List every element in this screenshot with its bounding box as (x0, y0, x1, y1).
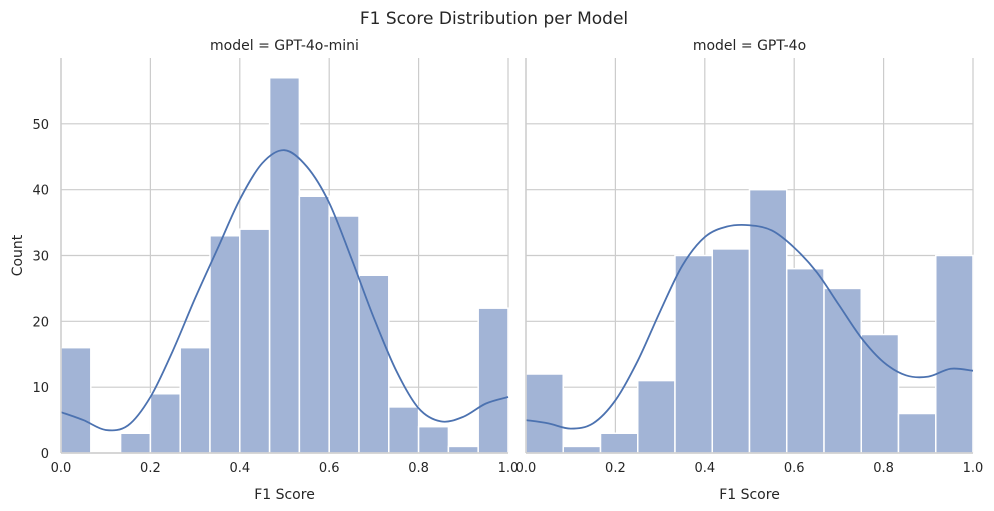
y-tick-label: 50 (32, 118, 49, 133)
histogram-bar (268, 77, 301, 454)
y-tick-label: 20 (32, 315, 49, 330)
histogram-bar (637, 379, 676, 454)
x-tick-label: 1.0 (963, 461, 984, 476)
histogram-bar (209, 235, 241, 454)
y-tick-label: 10 (32, 381, 49, 396)
x-tick-label: 0.8 (408, 461, 429, 476)
histogram-bar (823, 287, 862, 454)
histogram-bar (674, 254, 714, 454)
facet-title: model = GPT-4o-mini (210, 38, 359, 54)
histogram-bar (119, 432, 152, 454)
histogram-bar (298, 195, 330, 454)
y-tick-label: 0 (41, 447, 49, 462)
histogram-bar (239, 228, 271, 454)
x-tick-label: 0.8 (873, 461, 894, 476)
histogram-bar (562, 445, 602, 454)
x-axis-label: F1 Score (254, 487, 315, 503)
histogram-bar (711, 248, 751, 454)
x-axis-label: F1 Score (719, 487, 780, 503)
histogram-bar (477, 307, 509, 454)
y-axis-label: Count (10, 234, 26, 276)
histogram-bar (60, 346, 92, 454)
histogram-bar (149, 393, 181, 454)
facet-gpt-4o: model = GPT-4o 0.0 0.2 0.4 0.6 0.8 1.0 F1 Score (516, 38, 984, 503)
histogram-bar (748, 188, 788, 454)
y-tick-label: 30 (32, 250, 49, 265)
x-tick-label: 0.4 (694, 461, 715, 476)
x-tick-label: 1.0 (498, 461, 519, 476)
histogram-bar (525, 373, 564, 454)
kde-line (525, 223, 974, 430)
figure-title: F1 Score Distribution per Model (360, 9, 628, 29)
facet-gpt-4o-mini: model = GPT-4o-mini 0.0 0.2 0.4 0.6 0.8 1.0 0 10… (10, 38, 518, 503)
histogram-bar (785, 267, 825, 454)
x-tick-label: 0.0 (516, 461, 537, 476)
histogram-bar (447, 445, 479, 454)
x-tick-label: 0.6 (784, 461, 805, 476)
x-tick-label: 0.4 (229, 461, 250, 476)
y-tick-label: 40 (32, 184, 49, 199)
histogram-bar (417, 425, 450, 454)
x-tick-label: 0.2 (140, 461, 161, 476)
x-tick-label: 0.6 (319, 461, 340, 476)
x-tick-label: 0.2 (605, 461, 626, 476)
facet-title: model = GPT-4o (693, 38, 806, 54)
x-tick-label: 0.0 (51, 461, 72, 476)
histogram-bar (860, 333, 900, 454)
kde-line (60, 149, 509, 432)
histogram-bar (358, 274, 390, 454)
histogram-bar (328, 215, 360, 454)
histogram-bar (599, 432, 639, 454)
histogram-bar (935, 254, 974, 454)
histogram-bar (897, 412, 937, 454)
histogram-bar (388, 406, 420, 454)
histogram-bar (179, 346, 211, 454)
